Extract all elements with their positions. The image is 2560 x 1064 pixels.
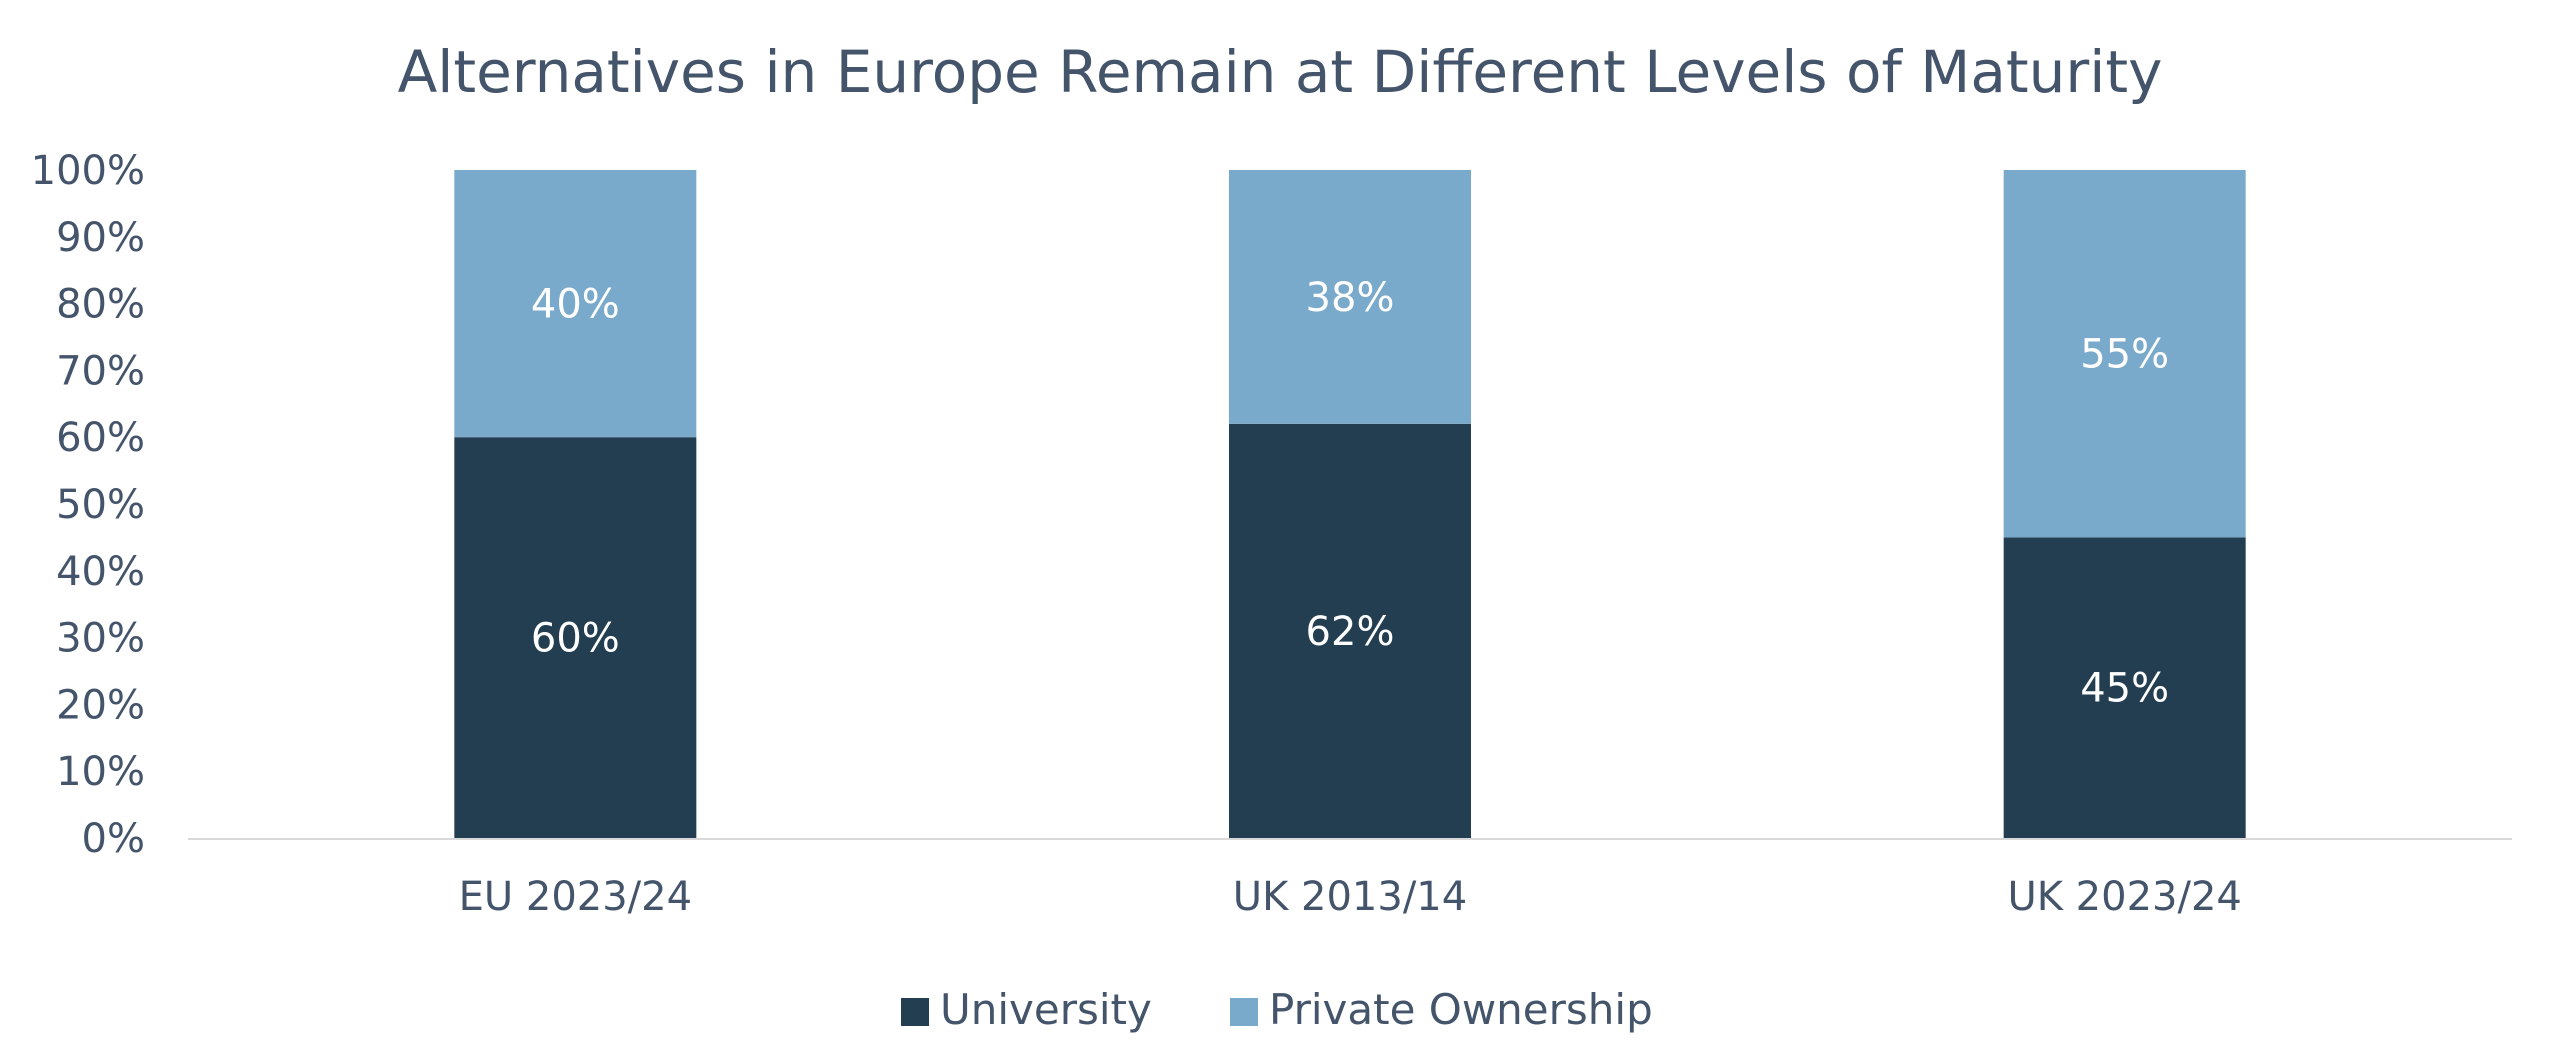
x-axis: EU 2023/24 UK 2013/14 UK 2023/24 — [459, 874, 2242, 920]
bar-private-ownership-3 — [2003, 170, 2246, 538]
y-tick-label: 80% — [56, 282, 145, 328]
legend-label: Private Ownership — [1269, 985, 1653, 1034]
bars — [454, 170, 2246, 838]
chart-title: Alternatives in Europe Remain at Differe… — [398, 38, 2163, 106]
legend-swatch — [1230, 998, 1258, 1026]
legend-label: University — [940, 985, 1152, 1034]
y-tick-label: 50% — [56, 482, 145, 528]
y-tick-label: 30% — [56, 616, 145, 662]
bar-private-ownership-1 — [454, 170, 697, 438]
y-tick-label: 20% — [56, 682, 145, 728]
y-tick-label: 0% — [82, 816, 145, 862]
data-label: 38% — [1306, 275, 1395, 321]
data-label: 45% — [2080, 666, 2169, 712]
y-tick-label: 60% — [56, 415, 145, 461]
x-tick-label: UK 2023/24 — [2007, 874, 2241, 920]
y-tick-label: 70% — [56, 348, 145, 394]
x-tick-label: EU 2023/24 — [459, 874, 692, 920]
legend: University Private Ownership — [901, 985, 1653, 1034]
bar-university-3 — [2003, 537, 2246, 838]
y-axis: 0% 10% 20% 30% 40% 50% 60% 70% 80% 90% 100% — [31, 148, 145, 862]
data-label: 60% — [531, 616, 620, 662]
y-tick-label: 100% — [31, 148, 145, 194]
data-label: 55% — [2080, 332, 2169, 378]
legend-swatch — [901, 998, 929, 1026]
bar-university-2 — [1229, 423, 1471, 838]
data-label: 62% — [1306, 609, 1395, 655]
data-label: 40% — [531, 282, 620, 328]
y-tick-label: 90% — [56, 215, 145, 261]
bar-private-ownership-2 — [1229, 170, 1471, 424]
x-tick-label: UK 2013/14 — [1233, 874, 1467, 920]
y-tick-label: 10% — [56, 749, 145, 795]
y-tick-label: 40% — [56, 549, 145, 595]
bar-university-1 — [454, 437, 697, 838]
data-labels: 60% 40% 62% 38% 45% 55% — [531, 275, 2169, 712]
